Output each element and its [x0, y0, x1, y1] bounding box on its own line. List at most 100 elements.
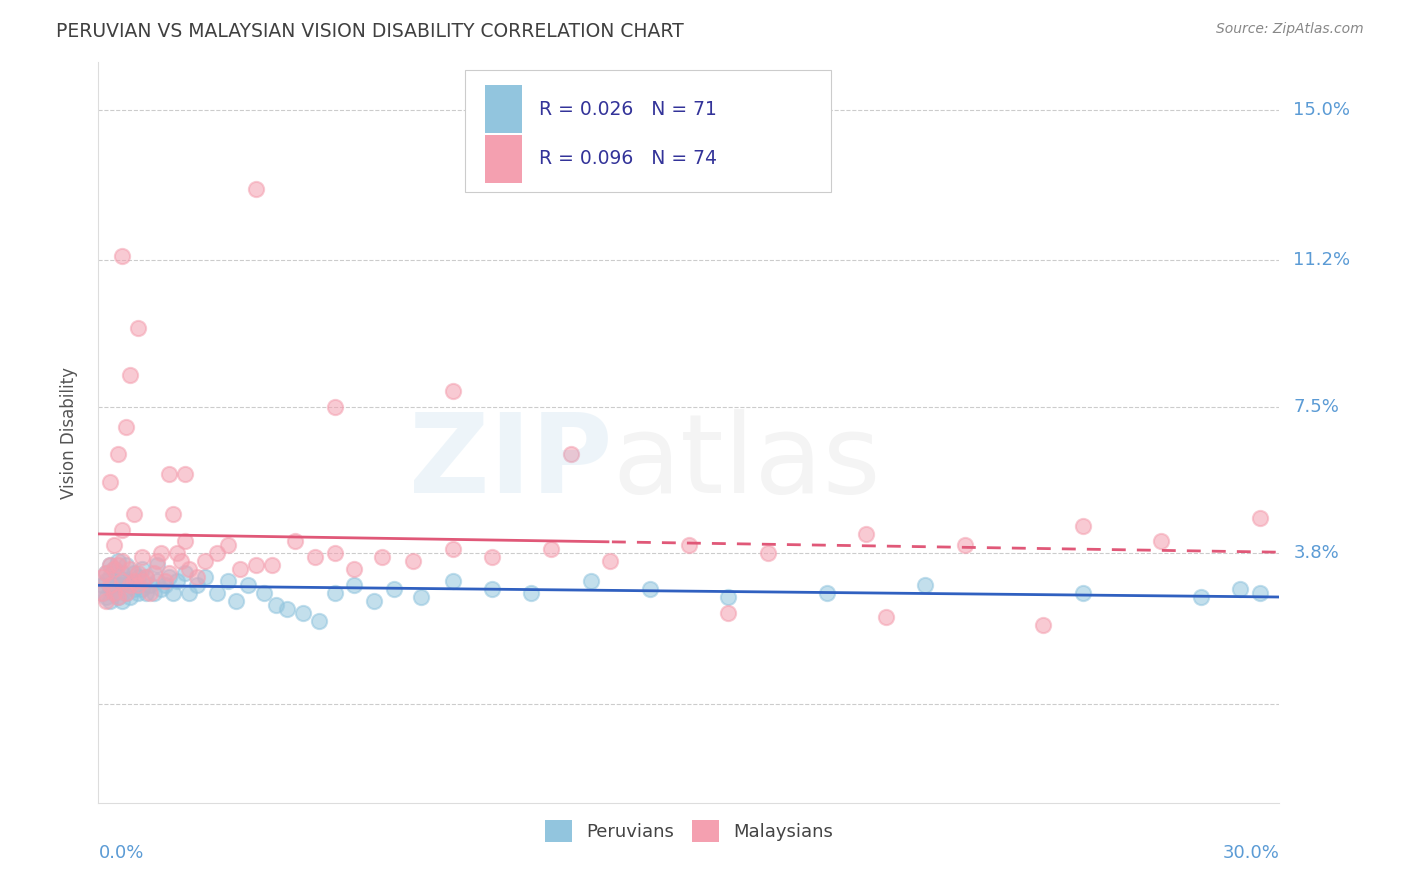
Point — [1229, 582, 1251, 596]
Point — [1249, 510, 1271, 524]
Point — [323, 586, 346, 600]
Point — [91, 578, 114, 592]
Point — [91, 586, 114, 600]
Point — [162, 586, 184, 600]
Point — [131, 562, 153, 576]
Text: R = 0.026   N = 71: R = 0.026 N = 71 — [538, 100, 717, 119]
Point — [678, 538, 700, 552]
Point — [638, 582, 661, 596]
Point — [115, 586, 138, 600]
Point — [115, 586, 138, 600]
Point — [150, 546, 173, 560]
Point — [402, 554, 425, 568]
Text: 3.8%: 3.8% — [1294, 544, 1339, 562]
FancyBboxPatch shape — [485, 135, 523, 183]
Point — [115, 574, 138, 588]
Point — [146, 574, 169, 588]
Point — [111, 249, 134, 263]
Text: 15.0%: 15.0% — [1294, 101, 1350, 119]
Point — [91, 570, 114, 584]
Point — [146, 558, 169, 573]
Point — [135, 586, 157, 600]
Point — [343, 562, 366, 576]
Point — [174, 467, 197, 482]
Point — [382, 582, 405, 596]
Point — [815, 586, 838, 600]
Point — [111, 578, 134, 592]
Point — [186, 570, 208, 584]
Point — [103, 586, 125, 600]
Point — [599, 554, 621, 568]
Point — [717, 590, 740, 604]
Point — [96, 566, 118, 581]
Point — [245, 182, 267, 196]
Point — [177, 586, 200, 600]
Point — [560, 447, 582, 461]
Text: Source: ZipAtlas.com: Source: ZipAtlas.com — [1216, 22, 1364, 37]
Point — [157, 570, 180, 584]
Point — [205, 586, 228, 600]
Point — [323, 546, 346, 560]
Text: atlas: atlas — [612, 409, 880, 516]
Point — [138, 578, 160, 592]
Point — [953, 538, 976, 552]
Point — [98, 570, 121, 584]
Point — [284, 534, 307, 549]
Point — [194, 570, 217, 584]
Text: R = 0.096   N = 74: R = 0.096 N = 74 — [538, 149, 717, 169]
Point — [441, 542, 464, 557]
Point — [155, 578, 177, 592]
Point — [292, 606, 315, 620]
Point — [157, 467, 180, 482]
Point — [131, 582, 153, 596]
Point — [131, 574, 153, 588]
Point — [111, 574, 134, 588]
Point — [323, 400, 346, 414]
Point — [225, 594, 247, 608]
Point — [579, 574, 602, 588]
Point — [245, 558, 267, 573]
Point — [481, 550, 503, 565]
Point — [111, 523, 134, 537]
Point — [155, 574, 177, 588]
Point — [875, 609, 897, 624]
Point — [304, 550, 326, 565]
Point — [122, 566, 145, 581]
FancyBboxPatch shape — [485, 85, 523, 133]
Point — [264, 598, 287, 612]
Point — [127, 570, 149, 584]
Point — [107, 578, 129, 592]
Point — [1189, 590, 1212, 604]
Point — [127, 586, 149, 600]
Point — [98, 578, 121, 592]
Point — [142, 566, 165, 581]
Point — [166, 546, 188, 560]
Point — [343, 578, 366, 592]
Point — [217, 574, 239, 588]
Point — [138, 586, 160, 600]
Point — [166, 574, 188, 588]
Point — [371, 550, 394, 565]
Point — [756, 546, 779, 560]
Point — [118, 578, 141, 592]
Point — [717, 606, 740, 620]
Y-axis label: Vision Disability: Vision Disability — [59, 367, 77, 499]
Point — [111, 554, 134, 568]
Point — [118, 562, 141, 576]
Point — [174, 566, 197, 581]
Point — [107, 558, 129, 573]
Point — [308, 614, 330, 628]
Point — [107, 590, 129, 604]
Point — [914, 578, 936, 592]
Text: 30.0%: 30.0% — [1223, 844, 1279, 862]
Point — [229, 562, 252, 576]
Point — [98, 558, 121, 573]
Point — [1032, 617, 1054, 632]
Point — [96, 594, 118, 608]
Point — [441, 574, 464, 588]
Legend: Peruvians, Malaysians: Peruvians, Malaysians — [537, 813, 841, 849]
Point — [411, 590, 433, 604]
Point — [107, 570, 129, 584]
Point — [441, 384, 464, 398]
Point — [103, 562, 125, 576]
